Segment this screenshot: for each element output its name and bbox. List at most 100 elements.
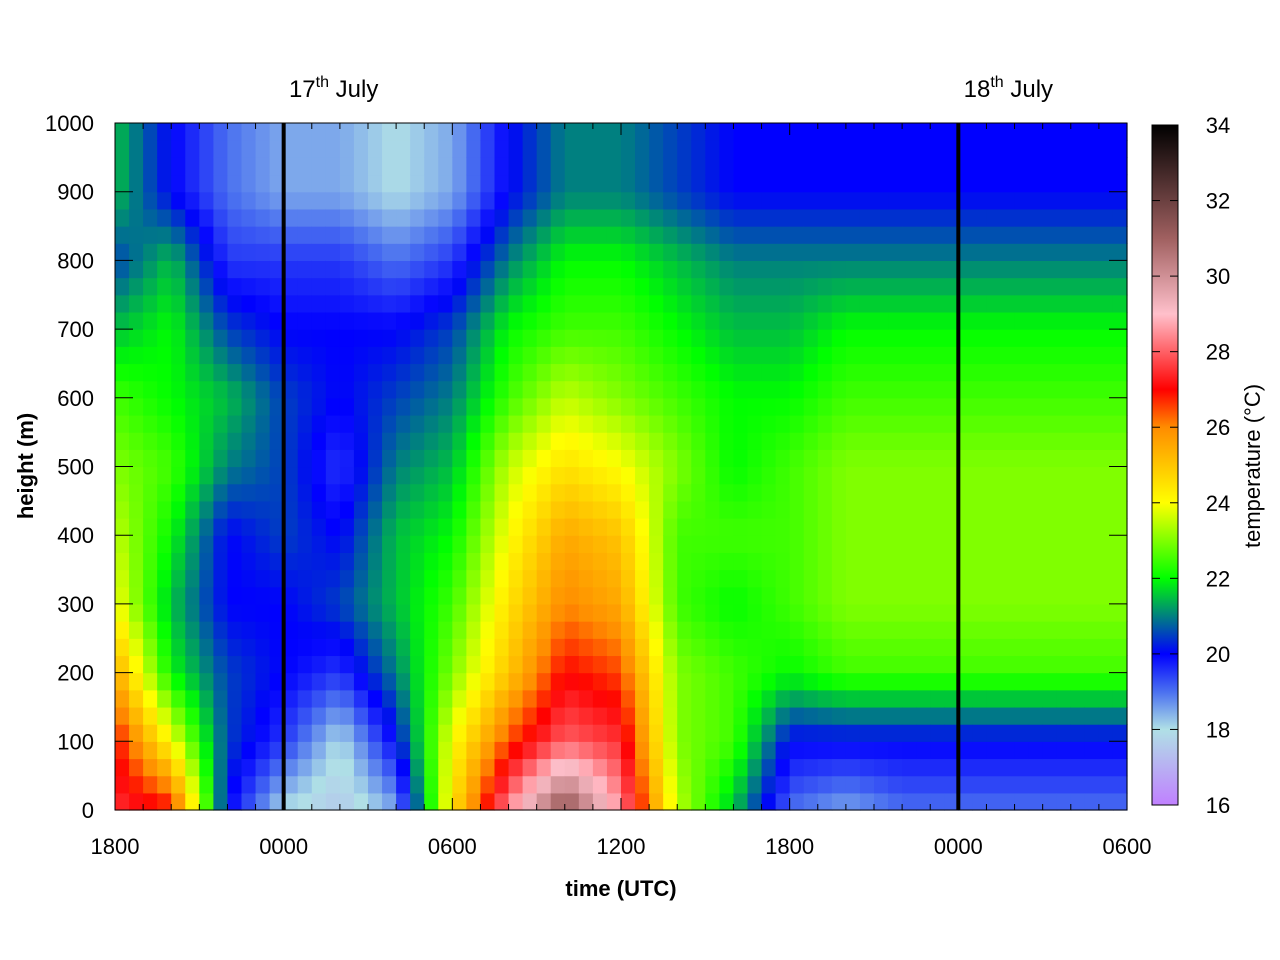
heatmap-cell (1028, 226, 1044, 244)
heatmap-cell (663, 724, 678, 742)
heatmap-cell (986, 655, 1002, 674)
heatmap-cell (171, 226, 186, 244)
y-tick-label: 400 (57, 523, 94, 548)
heatmap-cell (157, 638, 172, 657)
heatmap-cell (550, 414, 566, 433)
heatmap-cell (550, 621, 566, 639)
heatmap-cell (733, 449, 749, 468)
heatmap-cell (171, 346, 186, 365)
heatmap-cell (761, 638, 777, 657)
heatmap-cell (874, 775, 889, 794)
heatmap-cell (508, 432, 524, 450)
heatmap-cell (382, 689, 397, 708)
colorbar-tick-label: 28 (1206, 340, 1230, 365)
heatmap-cell (944, 123, 959, 141)
heatmap-cell (986, 603, 1002, 622)
heatmap-cell (1070, 706, 1086, 725)
heatmap-cell (115, 243, 130, 262)
heatmap-cell (339, 552, 355, 571)
heatmap-cell (803, 329, 819, 347)
heatmap-cell (958, 191, 973, 210)
heatmap-cell (902, 208, 917, 227)
heatmap-cell (396, 397, 411, 416)
heatmap-cell (1042, 672, 1058, 691)
heatmap-cell (789, 500, 805, 519)
heatmap-cell (494, 621, 510, 639)
heatmap-cell (353, 277, 369, 296)
heatmap-cell (1042, 638, 1058, 657)
heatmap-cell (677, 638, 692, 657)
heatmap-cell (241, 672, 257, 691)
heatmap-cell (1014, 655, 1030, 674)
heatmap-cell (143, 552, 158, 571)
heatmap-cell (522, 226, 538, 244)
heatmap-cell (789, 260, 805, 279)
heatmap-cell (859, 432, 875, 450)
heatmap-cell (424, 775, 439, 794)
heatmap-cell (508, 346, 524, 365)
heatmap-cell (986, 226, 1002, 244)
heatmap-cell (213, 140, 229, 158)
heatmap-cell (705, 775, 720, 794)
heatmap-cell (691, 243, 706, 262)
heatmap-cell (283, 226, 299, 244)
heatmap-cell (508, 672, 524, 691)
heatmap-cell (578, 140, 594, 158)
heatmap-cell (438, 792, 453, 811)
heatmap-cell (494, 123, 510, 141)
heatmap-cell (649, 672, 664, 691)
heatmap-cell (1014, 569, 1030, 588)
heatmap-cell (606, 586, 622, 605)
heatmap-cell (283, 706, 299, 725)
heatmap-cell (382, 655, 397, 674)
heatmap-cell (1014, 380, 1030, 399)
heatmap-cell (396, 380, 411, 399)
heatmap-cell (691, 569, 706, 588)
heatmap-cell (129, 655, 144, 674)
day-labels: 17th July 18th July (289, 74, 1053, 103)
heatmap-cell (1070, 603, 1086, 622)
heatmap-cell (663, 569, 678, 588)
heatmap-cell (1084, 208, 1100, 227)
heatmap-cell (663, 792, 678, 811)
heatmap-cell (438, 500, 453, 519)
heatmap-cell (536, 157, 552, 176)
heatmap-cell (508, 500, 524, 519)
heatmap-cell (958, 724, 973, 742)
heatmap-cell (874, 552, 889, 571)
heatmap-cell (747, 466, 763, 485)
heatmap-cell (1056, 191, 1072, 210)
heatmap-cell (1056, 260, 1072, 279)
heatmap-cell (803, 655, 819, 674)
heatmap-cell (705, 586, 720, 605)
heatmap-cell (564, 689, 580, 708)
heatmap-cell (115, 208, 130, 227)
heatmap-cell (1014, 226, 1030, 244)
heatmap-cell (1056, 500, 1072, 519)
heatmap-cell (227, 775, 243, 794)
heatmap-cell (606, 140, 622, 158)
heatmap-cell (297, 346, 313, 365)
heatmap-cell (606, 449, 622, 468)
heatmap-cell (339, 603, 355, 622)
heatmap-cell (845, 380, 861, 399)
heatmap-cell (972, 432, 988, 450)
heatmap-cell (480, 741, 496, 760)
heatmap-cell (143, 363, 158, 382)
heatmap-cell (859, 329, 875, 347)
heatmap-cell (874, 706, 889, 725)
heatmap-cell (859, 586, 875, 605)
heatmap-cell (789, 432, 805, 450)
heatmap-cell (1070, 638, 1086, 657)
heatmap-cell (1098, 518, 1114, 536)
heatmap-cell (621, 483, 636, 502)
heatmap-cell (1098, 603, 1114, 622)
heatmap-cell (550, 500, 566, 519)
heatmap-cell (1098, 277, 1114, 296)
heatmap-cell (902, 792, 917, 811)
heatmap-cell (845, 535, 861, 553)
heatmap-cell (522, 346, 538, 365)
heatmap-cell (353, 260, 369, 279)
heatmap-cell (353, 432, 369, 450)
heatmap-cell (1042, 741, 1058, 760)
